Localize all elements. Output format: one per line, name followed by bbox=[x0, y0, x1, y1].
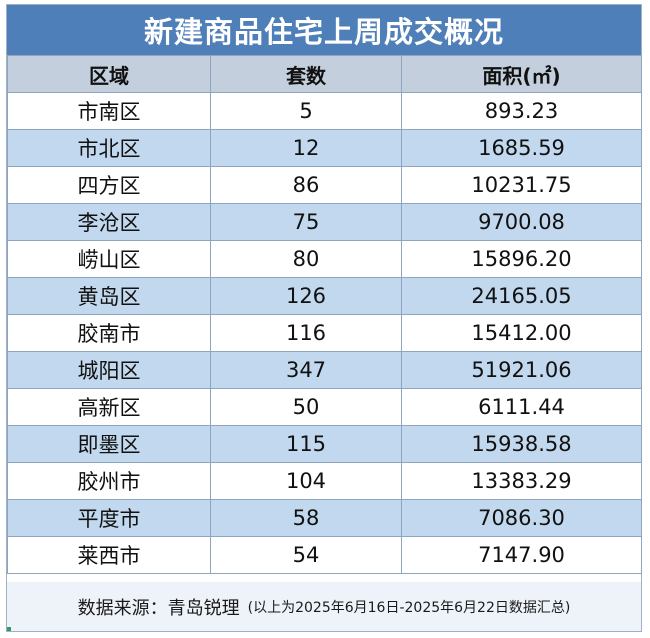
district-cell: 四方区 bbox=[7, 166, 211, 204]
units-cell: 115 bbox=[210, 425, 402, 463]
table-row: 李沧区 75 9700.08 bbox=[7, 203, 642, 241]
area-cell: 7086.30 bbox=[401, 499, 642, 537]
transactions-table: 区域 套数 面积(㎡) 市南区 5 893.23 市北区 12 1685.59 四方区 86 1… bbox=[7, 55, 642, 574]
district-cell: 市北区 bbox=[7, 129, 211, 167]
district-cell: 胶州市 bbox=[7, 462, 211, 500]
table-row: 即墨区 115 15938.58 bbox=[7, 425, 642, 463]
table-row: 四方区 86 10231.75 bbox=[7, 166, 642, 204]
area-cell: 9700.08 bbox=[401, 203, 642, 241]
table-row: 胶南市 116 15412.00 bbox=[7, 314, 642, 352]
table-row: 市南区 5 893.23 bbox=[7, 92, 642, 130]
area-cell: 893.23 bbox=[401, 92, 642, 130]
column-header-units: 套数 bbox=[210, 55, 402, 93]
units-cell: 347 bbox=[210, 351, 402, 389]
area-cell: 6111.44 bbox=[401, 388, 642, 426]
corner-marker bbox=[7, 627, 11, 631]
district-cell: 李沧区 bbox=[7, 203, 211, 241]
district-cell: 平度市 bbox=[7, 499, 211, 537]
units-cell: 80 bbox=[210, 240, 402, 278]
source-footer: 数据来源：青岛锐理 (以上为2025年6月16日-2025年6月22日数据汇总) bbox=[7, 582, 641, 631]
area-cell: 51921.06 bbox=[401, 351, 642, 389]
column-header-area: 面积(㎡) bbox=[401, 55, 642, 93]
data-table-card: 新建商品住宅上周成交概况 区域 套数 面积(㎡) 市南区 5 893.23 市北区 12… bbox=[6, 4, 642, 632]
table-row: 黄岛区 126 24165.05 bbox=[7, 277, 642, 315]
district-cell: 崂山区 bbox=[7, 240, 211, 278]
table-row: 高新区 50 6111.44 bbox=[7, 388, 642, 426]
header-row: 区域 套数 面积(㎡) bbox=[7, 55, 642, 93]
units-cell: 75 bbox=[210, 203, 402, 241]
table-title: 新建商品住宅上周成交概况 bbox=[7, 5, 641, 55]
district-cell: 莱西市 bbox=[7, 536, 211, 574]
units-cell: 50 bbox=[210, 388, 402, 426]
units-cell: 54 bbox=[210, 536, 402, 574]
area-cell: 1685.59 bbox=[401, 129, 642, 167]
table-row: 莱西市 54 7147.90 bbox=[7, 536, 642, 574]
district-cell: 市南区 bbox=[7, 92, 211, 130]
table-row: 城阳区 347 51921.06 bbox=[7, 351, 642, 389]
table-row: 平度市 58 7086.30 bbox=[7, 499, 642, 537]
district-cell: 城阳区 bbox=[7, 351, 211, 389]
units-cell: 126 bbox=[210, 277, 402, 315]
area-cell: 10231.75 bbox=[401, 166, 642, 204]
area-cell: 7147.90 bbox=[401, 536, 642, 574]
units-cell: 104 bbox=[210, 462, 402, 500]
district-cell: 高新区 bbox=[7, 388, 211, 426]
table-row: 市北区 12 1685.59 bbox=[7, 129, 642, 167]
units-cell: 58 bbox=[210, 499, 402, 537]
units-cell: 86 bbox=[210, 166, 402, 204]
district-cell: 黄岛区 bbox=[7, 277, 211, 315]
area-cell: 15412.00 bbox=[401, 314, 642, 352]
units-cell: 5 bbox=[210, 92, 402, 130]
units-cell: 116 bbox=[210, 314, 402, 352]
column-header-district: 区域 bbox=[7, 55, 211, 93]
area-cell: 24165.05 bbox=[401, 277, 642, 315]
table-row: 胶州市 104 13383.29 bbox=[7, 462, 642, 500]
units-cell: 12 bbox=[210, 129, 402, 167]
area-cell: 15938.58 bbox=[401, 425, 642, 463]
area-cell: 15896.20 bbox=[401, 240, 642, 278]
district-cell: 即墨区 bbox=[7, 425, 211, 463]
source-text: 数据来源：青岛锐理 bbox=[77, 597, 240, 619]
area-cell: 13383.29 bbox=[401, 462, 642, 500]
date-range-note: (以上为2025年6月16日-2025年6月22日数据汇总) bbox=[247, 599, 571, 616]
table-row: 崂山区 80 15896.20 bbox=[7, 240, 642, 278]
district-cell: 胶南市 bbox=[7, 314, 211, 352]
